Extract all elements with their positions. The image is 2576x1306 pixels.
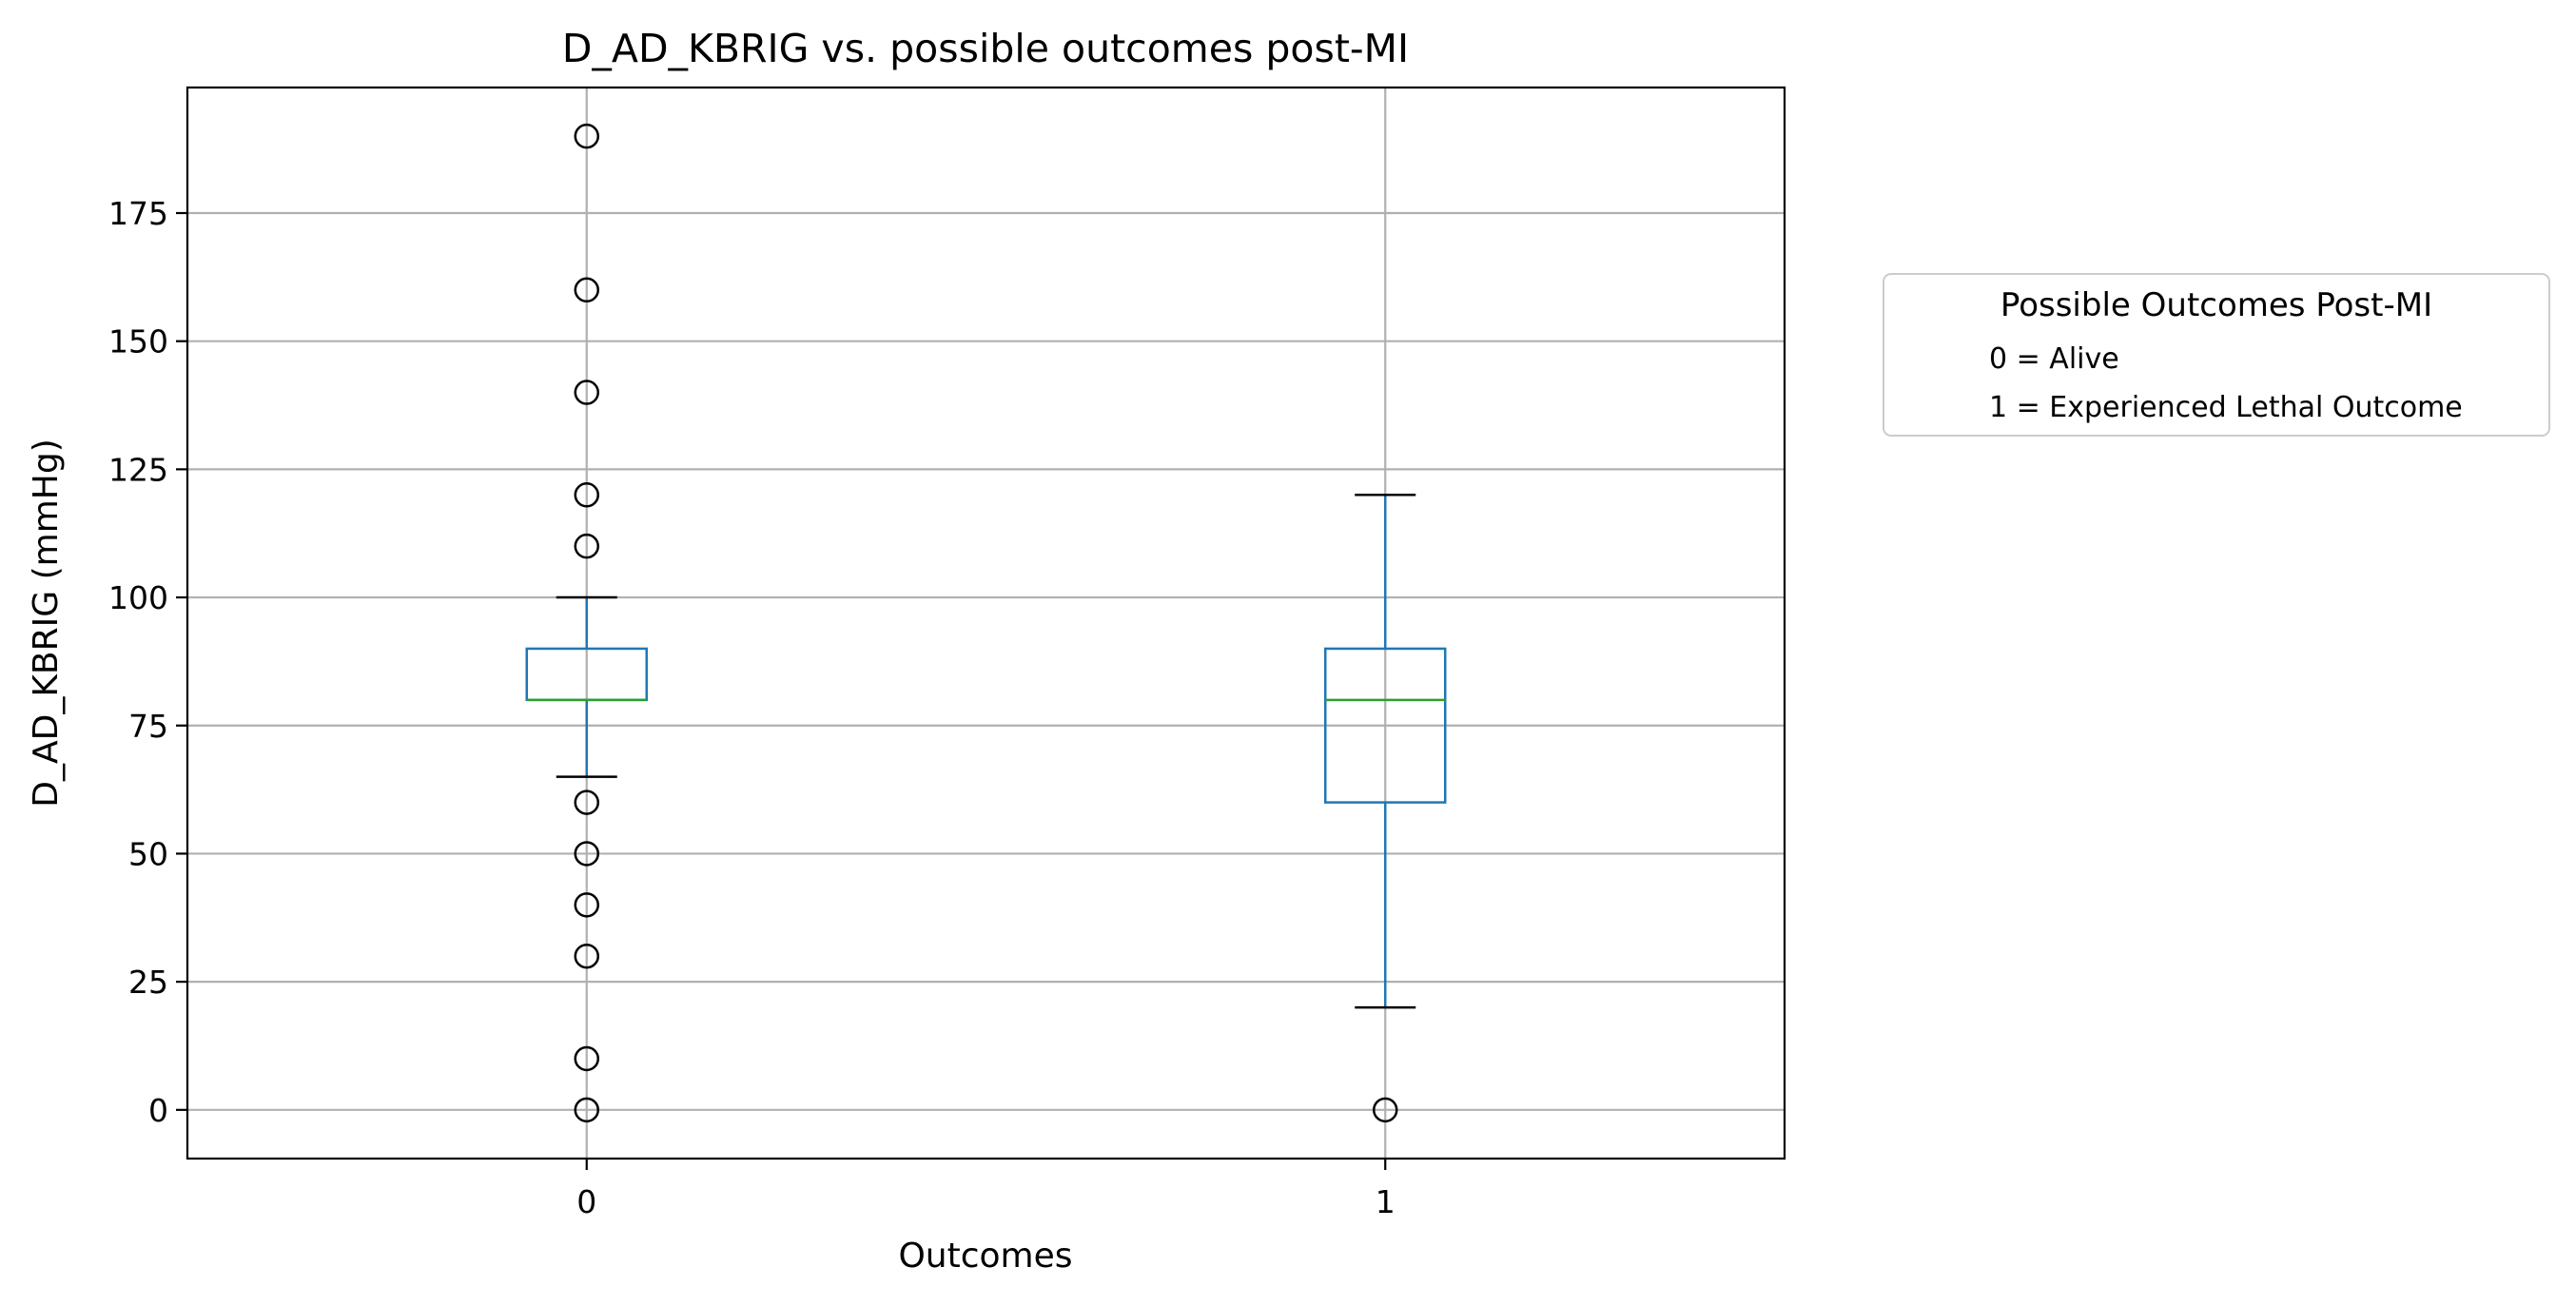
y-axis-label: D_AD_KBRIG (mmHg) — [27, 439, 66, 808]
legend-entry-alive: 0 = Alive — [1989, 342, 2119, 376]
y-tick-label: 100 — [108, 579, 168, 616]
y-tick-label: 175 — [108, 195, 168, 232]
y-tick-label: 50 — [128, 835, 168, 872]
plot-frame — [185, 86, 1786, 1160]
axis-ticks: 0 25 50 75 100 125 150 175 0 1 — [108, 195, 1395, 1220]
legend-frame — [1883, 273, 2550, 437]
legend: Possible Outcomes Post-MI 0 = Alive 1 = … — [1883, 273, 2550, 437]
box-iqr — [1324, 647, 1447, 804]
y-tick-label: 125 — [108, 451, 168, 488]
y-tick-label: 75 — [128, 708, 168, 745]
outlier-point — [574, 277, 599, 303]
outlier-point — [574, 533, 599, 559]
x-tick-label: 1 — [1376, 1183, 1395, 1220]
y-tick-label: 0 — [148, 1092, 168, 1129]
y-tick-label: 25 — [128, 964, 168, 1001]
x-tick-label: 0 — [576, 1183, 596, 1220]
outlier-point — [574, 892, 599, 918]
outlier-point — [574, 1097, 599, 1123]
outlier-point — [574, 380, 599, 405]
x-axis-label: Outcomes — [898, 1237, 1072, 1276]
chart-title: D_AD_KBRIG vs. possible outcomes post-MI — [562, 26, 1409, 71]
outlier-point — [574, 789, 599, 815]
grid-lines — [187, 88, 1785, 1159]
outlier-point — [574, 841, 599, 867]
outlier-point — [574, 943, 599, 969]
outlier-point — [574, 1045, 599, 1072]
outlier-point — [574, 482, 599, 508]
legend-title: Possible Outcomes Post-MI — [2000, 286, 2432, 324]
outlier-point — [574, 123, 599, 149]
y-tick-label: 150 — [108, 323, 168, 361]
outlier-point — [1373, 1097, 1398, 1123]
legend-entry-lethal: 1 = Experienced Lethal Outcome — [1989, 391, 2463, 424]
box-marks — [525, 123, 1447, 1123]
